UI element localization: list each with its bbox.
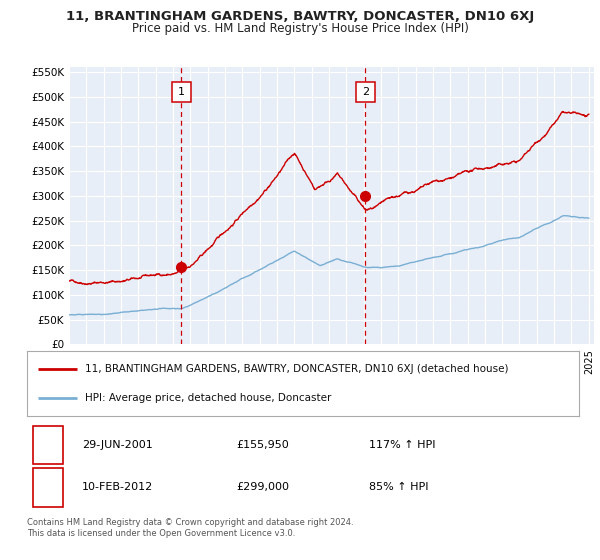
FancyBboxPatch shape: [172, 82, 191, 102]
Text: HPI: Average price, detached house, Doncaster: HPI: Average price, detached house, Donc…: [85, 393, 331, 403]
Text: Price paid vs. HM Land Registry's House Price Index (HPI): Price paid vs. HM Land Registry's House …: [131, 22, 469, 35]
Text: 1: 1: [178, 87, 185, 97]
Text: £155,950: £155,950: [237, 440, 290, 450]
Text: 85% ↑ HPI: 85% ↑ HPI: [369, 483, 429, 492]
Text: Contains HM Land Registry data © Crown copyright and database right 2024.: Contains HM Land Registry data © Crown c…: [27, 518, 353, 527]
Text: 10-FEB-2012: 10-FEB-2012: [82, 483, 154, 492]
Text: 117% ↑ HPI: 117% ↑ HPI: [369, 440, 436, 450]
FancyBboxPatch shape: [32, 426, 63, 464]
Text: £299,000: £299,000: [237, 483, 290, 492]
Text: 2: 2: [44, 481, 52, 494]
FancyBboxPatch shape: [356, 82, 375, 102]
Text: 1: 1: [44, 438, 52, 451]
Text: 29-JUN-2001: 29-JUN-2001: [82, 440, 153, 450]
Text: 11, BRANTINGHAM GARDENS, BAWTRY, DONCASTER, DN10 6XJ: 11, BRANTINGHAM GARDENS, BAWTRY, DONCAST…: [66, 10, 534, 23]
Text: 2: 2: [362, 87, 369, 97]
Text: This data is licensed under the Open Government Licence v3.0.: This data is licensed under the Open Gov…: [27, 529, 295, 538]
Text: 11, BRANTINGHAM GARDENS, BAWTRY, DONCASTER, DN10 6XJ (detached house): 11, BRANTINGHAM GARDENS, BAWTRY, DONCAST…: [85, 364, 508, 374]
FancyBboxPatch shape: [32, 468, 63, 507]
